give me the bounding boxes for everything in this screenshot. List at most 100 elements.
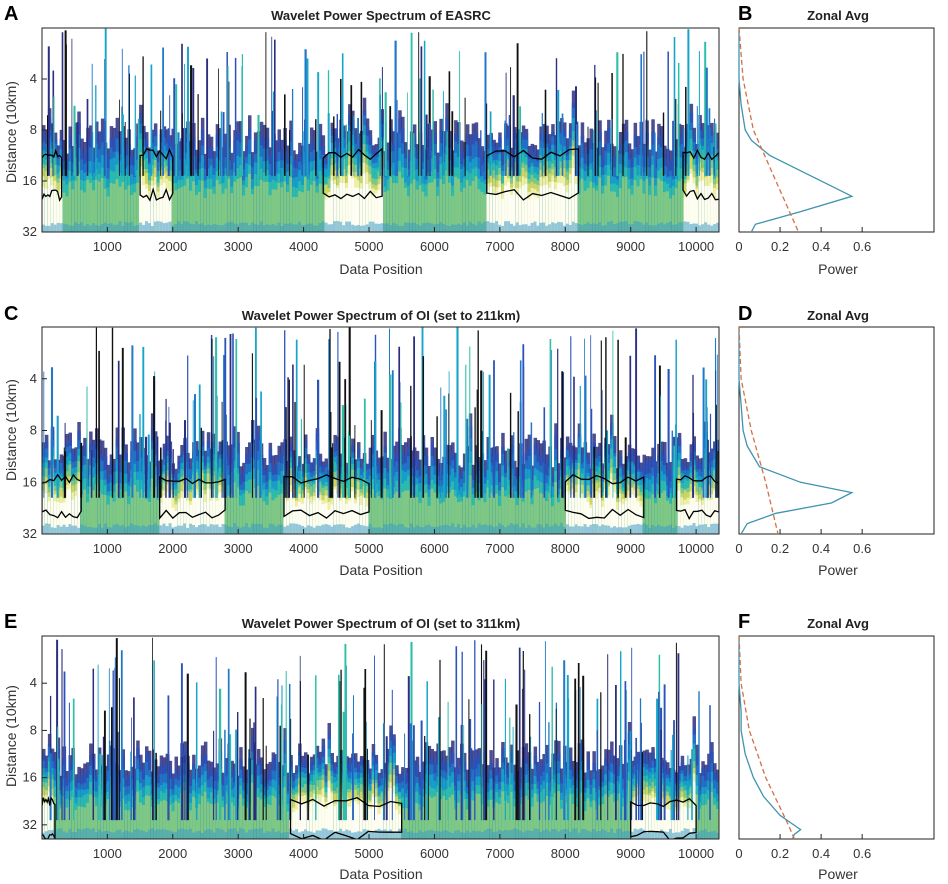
- contour-edge: [333, 832, 337, 839]
- contour-strip: [165, 492, 170, 534]
- contour-strip: [136, 491, 140, 534]
- contour-edge: [74, 832, 78, 839]
- contour-strip: [283, 787, 287, 839]
- contour-strip: [253, 186, 258, 232]
- contour-edge: [418, 526, 423, 534]
- contour-edge: [407, 527, 411, 534]
- contour-strip: [227, 495, 231, 534]
- x-tick-label: 5000: [355, 239, 384, 254]
- contour-edge: [127, 222, 131, 232]
- contour-edge: [707, 224, 711, 232]
- contour-edge: [168, 523, 173, 534]
- contour-strip: [513, 498, 517, 534]
- contour-strip: [89, 182, 93, 232]
- contour-strip: [607, 495, 611, 534]
- contour-strip: [521, 185, 526, 232]
- contour-strip: [145, 188, 149, 232]
- contour-strip: [148, 796, 152, 839]
- contour-edge: [239, 527, 243, 534]
- contour-edge: [203, 524, 208, 534]
- contour-strip: [121, 484, 125, 534]
- zonal-avg-plot-d: 0 0.2 0.4 0.6: [735, 326, 935, 556]
- contour-edge: [589, 524, 593, 534]
- contour-strip: [492, 495, 496, 534]
- contour-strip: [533, 196, 538, 232]
- contour-edge: [262, 225, 267, 232]
- contour-strip: [386, 190, 390, 232]
- contour-edge: [545, 523, 549, 534]
- contour-strip: [386, 497, 390, 534]
- contour-edge: [333, 524, 337, 534]
- contour-strip: [230, 193, 234, 232]
- contour-strip: [209, 803, 214, 839]
- contour-strip: [218, 492, 223, 534]
- contour-strip: [336, 493, 340, 534]
- contour-edge: [713, 224, 717, 232]
- contour-edge: [460, 224, 464, 232]
- contour-strip: [383, 488, 387, 534]
- contour-strip: [150, 806, 155, 839]
- contour-edge: [83, 225, 87, 232]
- contour-strip: [683, 197, 688, 232]
- contour-strip: [604, 488, 608, 534]
- y-axis-label-a: Distance (10km): [3, 81, 19, 183]
- contour-edge: [221, 829, 226, 839]
- contour-edge: [245, 832, 249, 839]
- contour-edge: [298, 221, 302, 232]
- contour-strip: [286, 500, 290, 534]
- contour-edge: [448, 525, 452, 534]
- contour-edge: [215, 224, 220, 232]
- contour-strip: [474, 176, 479, 232]
- contour-edge: [198, 525, 202, 534]
- contour-edge: [209, 829, 214, 839]
- contour-edge: [598, 526, 602, 534]
- contour-edge: [148, 524, 152, 534]
- contour-edge: [68, 225, 72, 232]
- contour-edge: [100, 527, 105, 534]
- contour-strip: [415, 189, 420, 232]
- contour-strip: [657, 494, 661, 534]
- contour-edge: [209, 524, 214, 534]
- contour-strip: [633, 496, 638, 534]
- contour-edge: [150, 828, 155, 839]
- contour-strip: [624, 500, 629, 534]
- contour-strip: [445, 493, 449, 534]
- contour-strip: [174, 510, 178, 534]
- contour-edge: [212, 524, 217, 534]
- contour-edge: [692, 223, 696, 232]
- contour-edge: [539, 222, 543, 232]
- contour-edge: [42, 525, 46, 534]
- contour-edge: [565, 524, 570, 534]
- contour-edge: [256, 224, 261, 232]
- contour-edge: [50, 527, 55, 534]
- contour-strip: [245, 187, 249, 232]
- contour-edge: [180, 223, 184, 232]
- contour-edge: [265, 224, 270, 232]
- contour-edge: [359, 525, 364, 534]
- contour-strip: [245, 807, 249, 839]
- contour-strip: [68, 800, 72, 839]
- contour-strip: [586, 502, 590, 534]
- contour-edge: [289, 223, 293, 232]
- contour-edge: [268, 523, 273, 534]
- contour-edge: [121, 524, 125, 534]
- x-tick-label: 10000: [678, 239, 714, 254]
- contour-edge: [604, 224, 608, 232]
- contour-edge: [109, 223, 114, 232]
- contour-edge: [336, 524, 340, 534]
- contour-strip: [162, 182, 167, 232]
- contour-edge: [439, 525, 443, 534]
- contour-edge: [583, 524, 588, 534]
- contour-edge: [495, 526, 499, 534]
- contour-strip: [259, 179, 264, 232]
- contour-edge: [50, 223, 55, 232]
- contour-edge: [118, 829, 122, 839]
- contour-strip: [142, 805, 146, 839]
- contour-edge: [304, 224, 308, 232]
- x-tick-label: 7000: [485, 239, 514, 254]
- contour-strip: [304, 489, 308, 534]
- contour-edge: [312, 225, 317, 232]
- contour-edge: [318, 525, 323, 534]
- contour-edge: [189, 523, 193, 534]
- contour-edge: [663, 224, 667, 232]
